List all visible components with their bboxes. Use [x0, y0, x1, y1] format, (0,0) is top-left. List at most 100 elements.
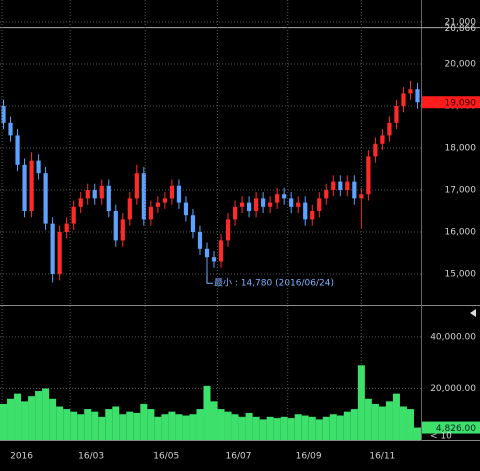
volume-bar	[91, 411, 99, 440]
volume-bar	[84, 409, 92, 440]
volume-bar	[392, 393, 400, 440]
y-tick-label: 20,000.00	[430, 384, 476, 394]
y-tick-label: 17,000	[445, 186, 477, 196]
last-value-label: 4,826.00	[436, 424, 476, 434]
annotation-leader	[206, 275, 213, 284]
candle-body	[408, 89, 413, 94]
volume-bar	[112, 406, 120, 440]
candle-body	[296, 202, 301, 207]
volume-bar	[252, 416, 260, 440]
volume-bar	[147, 409, 155, 440]
candle-body	[64, 223, 69, 233]
volume-bar	[231, 414, 239, 440]
candle-body	[303, 202, 308, 220]
candle-body	[394, 106, 399, 123]
candle-body	[113, 211, 118, 241]
candle-body	[373, 143, 378, 157]
candle-body	[268, 202, 273, 207]
volume-bar	[217, 409, 225, 440]
candle-body	[176, 185, 182, 203]
candle-body	[134, 173, 139, 199]
candle-body	[57, 232, 62, 275]
candle-body	[127, 198, 132, 220]
y-tick-label: 21,000	[445, 18, 477, 28]
volume-bar	[154, 416, 162, 440]
candle-body	[225, 219, 231, 241]
candle-body	[99, 185, 104, 199]
volume-bar	[357, 365, 365, 440]
candle-body	[317, 198, 322, 212]
candle-body	[22, 164, 27, 212]
candle-body	[1, 106, 6, 123]
volume-bar	[56, 406, 64, 440]
candle-body	[71, 206, 76, 224]
y-tick-label: 18,000	[445, 144, 477, 154]
candle-body	[204, 248, 210, 258]
x-tick-label: 16/11	[369, 452, 395, 462]
volume-bar	[280, 416, 288, 440]
scroll-arrow[interactable]	[470, 309, 476, 317]
candle-body	[387, 122, 392, 136]
candle-body	[29, 160, 34, 212]
volume-bar	[336, 415, 344, 440]
candle-body	[162, 198, 167, 203]
volume-bar	[7, 398, 15, 440]
candle-body	[338, 181, 343, 191]
volume-bar	[168, 411, 176, 440]
candle-body	[43, 173, 48, 224]
volume-bar	[42, 388, 50, 440]
y-tick-label: 20,000	[445, 60, 477, 70]
volume-bar	[175, 414, 183, 440]
reference-label: 20,866	[445, 24, 477, 34]
volume-bar	[294, 414, 302, 440]
candle-body	[282, 194, 287, 199]
candle-body	[169, 185, 175, 199]
volume-bar	[98, 416, 106, 440]
volume-bar	[203, 385, 211, 440]
volume-bar	[63, 409, 71, 440]
volume-bar	[385, 401, 393, 440]
annotation: 最小 : 14,780 (2016/06/24)	[214, 278, 334, 289]
candle-body	[92, 190, 97, 199]
candle-body	[331, 181, 336, 191]
candle-body	[106, 185, 111, 212]
volume-bar	[266, 416, 274, 440]
volume-bar	[210, 401, 218, 440]
candle-body	[246, 202, 252, 212]
volume-bar	[0, 403, 8, 440]
x-tick-label: 16/03	[78, 452, 104, 462]
candle-body	[380, 135, 385, 144]
candle-body	[78, 198, 83, 207]
candle-body	[155, 202, 160, 207]
candle-body	[197, 232, 203, 249]
volume-bar	[28, 396, 36, 440]
candle-body	[85, 190, 90, 199]
period-label: < 10	[430, 432, 452, 442]
candle-body	[141, 173, 146, 220]
x-tick-label: 16/07	[226, 452, 252, 462]
volume-bar	[133, 412, 141, 440]
candle-body	[289, 198, 294, 207]
candle-body	[15, 135, 20, 165]
candle-body	[232, 206, 238, 220]
volume-bar	[273, 418, 281, 440]
volume-bar	[14, 393, 22, 440]
candle-body	[310, 211, 315, 220]
candle-body	[275, 194, 280, 203]
candle-body	[366, 156, 371, 195]
candle-body	[345, 181, 350, 191]
volume-bar	[413, 427, 421, 440]
x-tick-label: 2016	[10, 452, 33, 462]
volume-bar	[224, 411, 232, 440]
volume-bar	[301, 415, 309, 440]
x-tick-label: 16/05	[153, 452, 179, 462]
volume-bar	[287, 418, 295, 440]
candle-body	[8, 122, 13, 136]
volume-bar	[77, 414, 85, 440]
volume-bar	[406, 409, 414, 440]
volume-bar	[315, 419, 323, 440]
volume-bar	[119, 414, 127, 440]
candle-body	[218, 240, 224, 262]
volume-bar	[126, 411, 134, 440]
